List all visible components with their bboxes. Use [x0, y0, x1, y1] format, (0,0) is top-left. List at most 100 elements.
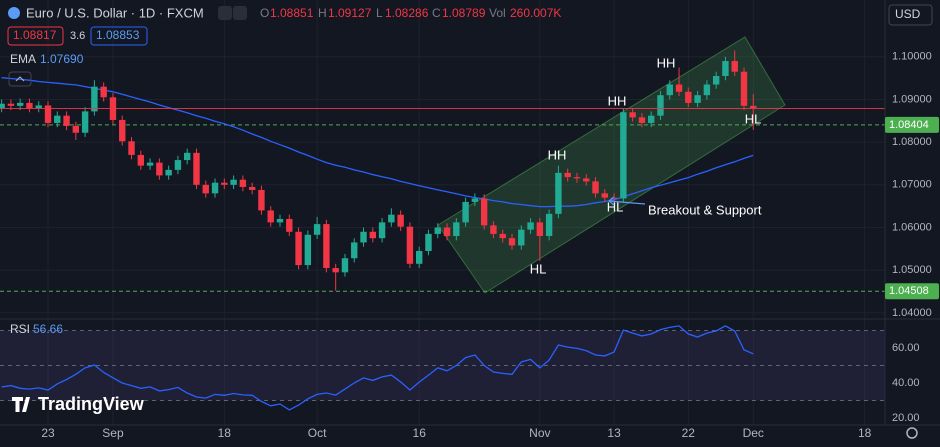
x-tick-label: 23	[41, 426, 55, 440]
x-tick-label: Oct	[308, 426, 327, 440]
candle-body	[332, 268, 339, 273]
candle-body	[712, 75, 720, 85]
settings-button[interactable]	[906, 427, 918, 439]
candle-body	[128, 141, 135, 155]
candle-body	[750, 105, 757, 109]
annotation-arrow	[608, 196, 615, 206]
currency-button[interactable]	[888, 4, 933, 26]
annotation: HL	[745, 111, 762, 126]
candle-body	[100, 86, 107, 98]
candle-body	[536, 222, 544, 237]
ask[interactable]: 1.08853	[96, 28, 140, 42]
x-tick-label: 13	[607, 426, 621, 440]
candle-body	[137, 154, 144, 166]
candle-body	[573, 177, 581, 179]
collapse-button[interactable]	[8, 71, 32, 87]
x-tick-label: 16	[413, 426, 427, 440]
candle-body	[267, 210, 274, 223]
candle-body	[480, 198, 488, 226]
candle-body	[44, 105, 52, 123]
y-tick-label: 1.10000	[892, 51, 932, 63]
price-label: 1.08404	[889, 119, 929, 131]
currency[interactable]: USD	[895, 7, 921, 21]
y-tick-label: 1.09000	[892, 93, 932, 105]
candle-body	[638, 117, 646, 123]
candle-body	[601, 193, 608, 198]
candle-body	[91, 86, 98, 112]
rsi-tick-label: 60.00	[892, 342, 920, 354]
candle-body	[657, 95, 664, 116]
candle-body	[276, 218, 284, 223]
candle-body	[694, 95, 701, 103]
annotation: HH	[608, 93, 627, 108]
buy-button[interactable]	[90, 26, 148, 46]
annotation: HH	[548, 147, 567, 162]
candle-body	[304, 234, 312, 266]
legend-label: H	[318, 6, 327, 20]
sell-button[interactable]	[7, 26, 64, 46]
candle-body	[313, 224, 321, 235]
candle-body	[490, 225, 497, 234]
candle-body	[230, 179, 237, 185]
candle-body	[471, 198, 479, 202]
candle-body	[351, 242, 358, 259]
candle-body	[555, 172, 562, 214]
legend-value: 1.08286	[385, 6, 429, 20]
candle-body	[545, 213, 553, 237]
candle-body	[7, 103, 15, 106]
indicator-name: EMA	[10, 52, 36, 66]
candle-body	[397, 214, 404, 227]
y-tick-label: 1.05000	[892, 264, 932, 276]
candle-body	[425, 233, 432, 251]
candle-body	[610, 197, 618, 199]
chart-title[interactable]: Euro / U.S. Dollar · 1D · FXCM	[26, 5, 204, 20]
button[interactable]	[218, 6, 232, 20]
y-tick-label: 1.04000	[892, 307, 932, 319]
legend-value: 1.08851	[270, 6, 314, 20]
rsi-tick-label: 40.00	[892, 377, 920, 389]
candle-body	[0, 103, 5, 108]
x-tick-label: 18	[858, 426, 872, 440]
rsi-band	[0, 330, 885, 401]
candle-body	[26, 102, 33, 108]
legend-label: L	[376, 6, 383, 20]
x-tick-label: 18	[218, 426, 232, 440]
indicator-name: RSI	[10, 322, 30, 336]
rsi-tick-label: 20.00	[892, 412, 920, 424]
candle-body	[629, 112, 636, 118]
candle-body	[675, 84, 683, 92]
logo	[12, 397, 30, 412]
candle-body	[360, 231, 367, 243]
candle-body	[202, 184, 209, 194]
bid[interactable]: 1.08817	[13, 28, 57, 42]
indicator-value: 56.66	[33, 322, 63, 336]
candle-body	[583, 178, 590, 182]
candle-body	[156, 162, 163, 176]
candle-body	[119, 119, 126, 142]
axis-labels: 1.04000 1.05000 1.06000 1.07000 1.08000 1.090…	[41, 51, 939, 440]
legend-label: Vol	[489, 6, 506, 20]
candle-body	[286, 218, 293, 232]
candle-body	[35, 105, 42, 108]
candle-body	[388, 214, 395, 223]
marks	[0, 50, 885, 411]
rsi-line	[1, 325, 754, 411]
candle-body	[239, 179, 247, 187]
candle-body	[295, 231, 302, 266]
candle-body	[63, 115, 70, 126]
candle-body	[592, 181, 599, 194]
candle-body	[499, 233, 506, 239]
price-label-box	[885, 283, 939, 300]
legend-label: C	[432, 6, 441, 20]
candle-body	[564, 172, 571, 178]
button[interactable]	[233, 6, 247, 20]
candle-body	[443, 227, 451, 237]
candle-body	[703, 84, 711, 96]
candle-body	[406, 226, 414, 264]
candle-body	[462, 201, 469, 223]
candle-body	[722, 61, 729, 76]
annotation: HH	[657, 55, 676, 70]
